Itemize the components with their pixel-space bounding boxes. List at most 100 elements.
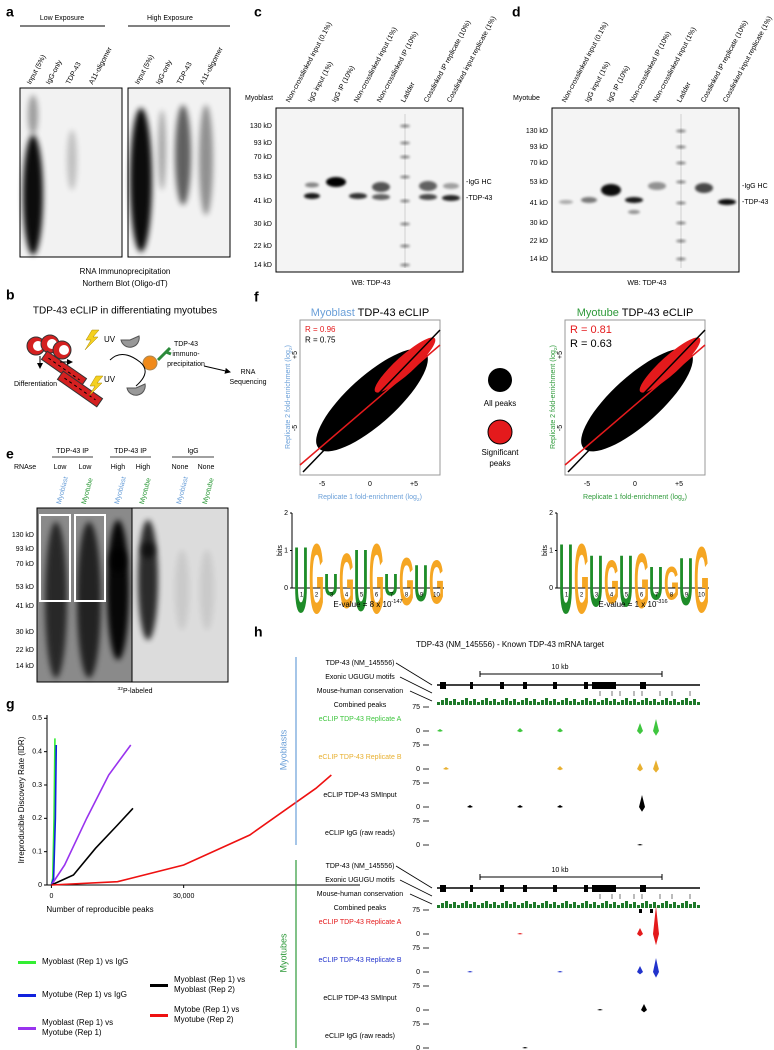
signal xyxy=(597,1009,603,1011)
logo-letter: G xyxy=(604,547,619,617)
marker-label: 14 kD xyxy=(16,663,34,670)
signal xyxy=(437,729,443,732)
scale-label: 75 xyxy=(412,945,420,952)
signal xyxy=(653,906,659,946)
conservation xyxy=(549,701,552,705)
conservation xyxy=(673,699,676,705)
exon xyxy=(592,885,616,892)
conservation xyxy=(541,903,544,908)
conservation xyxy=(473,699,476,705)
conservation xyxy=(641,903,644,908)
label: immuno- xyxy=(172,351,200,358)
conservation xyxy=(669,701,672,705)
conservation xyxy=(597,905,600,908)
legend-label: Myoblast (Rep 1) vs Myotube (Rep 1) xyxy=(42,1018,114,1037)
axis-label: Replicate 2 fold-enrichment (log2) xyxy=(550,345,559,449)
band xyxy=(158,110,166,190)
tick-label: 0 xyxy=(368,481,372,488)
band xyxy=(695,183,713,193)
conservation xyxy=(621,700,624,705)
conservation xyxy=(545,698,548,705)
position-label: 2 xyxy=(580,593,584,599)
text-part: ) xyxy=(285,345,292,347)
track-label: eCLIP TDP-43 SMInput xyxy=(323,792,396,799)
rule xyxy=(395,865,433,889)
conservation xyxy=(593,902,596,908)
label: TDP-43 (NM_145556) - Known TDP-43 mRNA t… xyxy=(416,640,605,649)
lane-label: Myoblast xyxy=(56,476,70,505)
panel-label: d xyxy=(512,4,521,20)
text-part: Replicate 2 fold-enrichment (log xyxy=(550,350,557,449)
conservation xyxy=(653,699,656,705)
label: RNA xyxy=(241,369,256,376)
label: RNAse xyxy=(14,464,36,471)
logo-letter: G xyxy=(574,524,589,635)
conservation xyxy=(461,700,464,705)
conservation xyxy=(689,701,692,705)
tick-label: 1 xyxy=(284,547,288,554)
label: WB: TDP-43 xyxy=(351,280,390,287)
exon xyxy=(440,682,446,689)
conservation xyxy=(625,901,628,908)
panel-label: f xyxy=(254,289,259,305)
signal xyxy=(637,763,643,772)
panel-label: a xyxy=(6,4,14,20)
tick-label: -5 xyxy=(319,481,325,488)
exon xyxy=(523,682,527,689)
conservation xyxy=(589,904,592,908)
signal xyxy=(637,928,643,937)
conservation xyxy=(441,700,444,705)
logo-letter: G xyxy=(634,538,649,626)
position-label: 1 xyxy=(565,593,569,599)
marker-label: 70 kD xyxy=(254,154,272,161)
y-tick-label: 0.2 xyxy=(32,815,42,822)
lane-label: Non-crosslinked input (1%) xyxy=(652,26,698,103)
text-sub: 2 xyxy=(553,347,559,350)
conservation xyxy=(585,901,588,908)
lane-label: Input (5%) xyxy=(26,54,47,86)
y-tick-label: 0.3 xyxy=(32,782,42,789)
scale-label: 0 xyxy=(416,1045,420,1050)
series-line xyxy=(51,774,332,886)
label: Northern Blot (Oligo-dT) xyxy=(82,279,168,288)
legend-marker xyxy=(488,368,512,392)
logo-letter: U xyxy=(414,554,428,612)
panel-label: c xyxy=(254,4,262,20)
panel-label: h xyxy=(254,624,263,640)
scale-label: 0 xyxy=(416,842,420,849)
conservation xyxy=(465,901,468,908)
tick-label: -5 xyxy=(557,425,564,431)
scale-label: 75 xyxy=(412,907,420,914)
band xyxy=(400,124,410,128)
logo-letter: G xyxy=(369,524,384,635)
marker-label: 30 kD xyxy=(530,220,548,227)
conservation xyxy=(537,702,540,705)
band xyxy=(23,135,43,255)
text-part: Myoblast xyxy=(311,307,355,319)
signal xyxy=(653,719,659,736)
conservation xyxy=(641,700,644,705)
position-label: 2 xyxy=(315,593,319,599)
conservation xyxy=(453,699,456,705)
lane-label: IgG-only xyxy=(45,59,64,86)
signal xyxy=(517,933,523,935)
label: peaks xyxy=(489,459,510,468)
conservation xyxy=(513,699,516,705)
scale-label: 75 xyxy=(412,742,420,749)
conservation xyxy=(497,702,500,705)
marker-label: 41 kD xyxy=(16,603,34,610)
position-label: 7 xyxy=(655,593,659,599)
conservation xyxy=(505,901,508,908)
logo-letter: U xyxy=(324,566,338,602)
lane-label: Non-crosslinked IP (10%) xyxy=(376,31,419,104)
series-line xyxy=(50,744,132,886)
marker-label: 53 kD xyxy=(530,179,548,186)
combined-peak xyxy=(639,909,642,913)
conservation xyxy=(685,901,688,908)
conservation xyxy=(557,702,560,705)
conservation xyxy=(625,698,628,705)
tick-label: 2 xyxy=(284,510,288,517)
lane-label: Non-crosslinked input (1%) xyxy=(353,26,399,103)
rule xyxy=(409,893,433,905)
band xyxy=(200,550,214,630)
